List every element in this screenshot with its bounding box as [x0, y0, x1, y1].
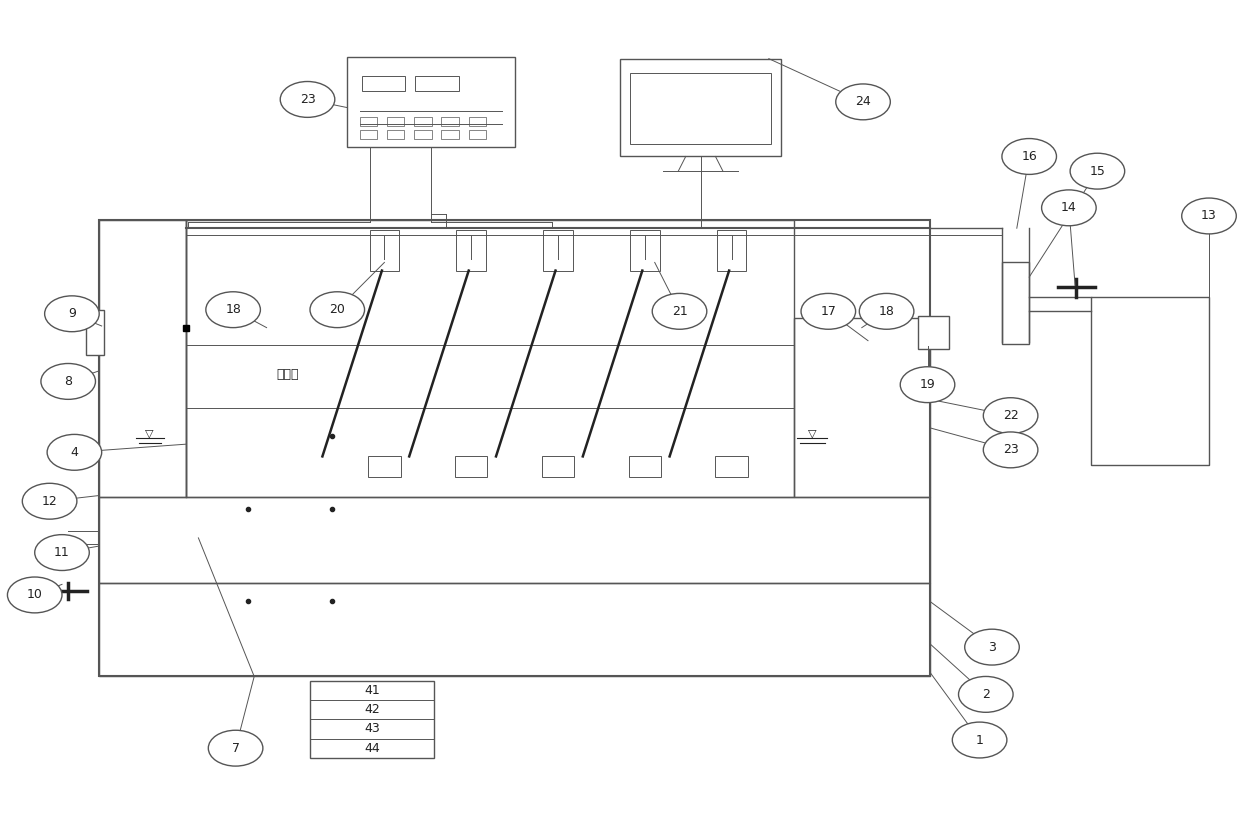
Circle shape: [836, 84, 890, 120]
Bar: [99, 220, 186, 497]
Text: 围护桩: 围护桩: [277, 368, 299, 381]
Circle shape: [47, 434, 102, 470]
Bar: [99, 497, 930, 583]
Text: 15: 15: [1090, 165, 1105, 178]
Circle shape: [1042, 190, 1096, 226]
Bar: [469, 117, 486, 126]
Circle shape: [900, 367, 955, 403]
Text: 14: 14: [1061, 201, 1076, 214]
Text: ▽: ▽: [145, 429, 153, 438]
Bar: [918, 316, 949, 349]
Bar: [414, 117, 432, 126]
Bar: [310, 681, 434, 758]
Bar: [543, 230, 573, 271]
Text: 8: 8: [64, 375, 72, 388]
Circle shape: [1182, 198, 1236, 234]
Bar: [542, 456, 574, 477]
Text: 23: 23: [1003, 443, 1018, 456]
Text: 1: 1: [976, 734, 983, 747]
Bar: [1002, 262, 1029, 344]
Text: ▽: ▽: [808, 429, 816, 438]
Bar: [456, 230, 486, 271]
Circle shape: [35, 535, 89, 570]
Circle shape: [983, 432, 1038, 468]
Bar: [717, 230, 746, 271]
Circle shape: [1002, 139, 1056, 174]
Circle shape: [7, 577, 62, 613]
Circle shape: [280, 82, 335, 117]
Text: 24: 24: [856, 95, 870, 108]
Circle shape: [952, 722, 1007, 758]
Text: 17: 17: [821, 305, 836, 318]
Text: 10: 10: [27, 588, 42, 601]
Bar: [360, 117, 377, 126]
Bar: [415, 77, 459, 91]
Circle shape: [41, 363, 95, 399]
Text: 18: 18: [879, 305, 894, 318]
Text: 41: 41: [365, 684, 379, 697]
Bar: [1091, 297, 1209, 465]
Text: 20: 20: [330, 303, 345, 316]
Text: 4: 4: [71, 446, 78, 459]
Circle shape: [859, 293, 914, 329]
Circle shape: [310, 292, 365, 328]
Bar: [630, 230, 660, 271]
Circle shape: [983, 398, 1038, 434]
Bar: [620, 59, 781, 156]
Bar: [86, 310, 104, 355]
Circle shape: [208, 730, 263, 766]
Bar: [370, 230, 399, 271]
Bar: [630, 73, 771, 144]
Bar: [186, 220, 794, 497]
Bar: [441, 117, 459, 126]
Bar: [414, 130, 432, 139]
Bar: [99, 583, 930, 676]
Text: 3: 3: [988, 641, 996, 654]
Bar: [455, 456, 487, 477]
Bar: [387, 117, 404, 126]
Bar: [794, 318, 930, 497]
Circle shape: [1070, 153, 1125, 189]
Bar: [360, 130, 377, 139]
Text: 44: 44: [365, 742, 379, 755]
Text: 21: 21: [672, 305, 687, 318]
Text: 11: 11: [55, 546, 69, 559]
Circle shape: [801, 293, 856, 329]
Bar: [368, 456, 401, 477]
Circle shape: [22, 483, 77, 519]
Text: 43: 43: [365, 722, 379, 735]
Circle shape: [959, 676, 1013, 712]
Bar: [347, 57, 515, 147]
Bar: [715, 456, 748, 477]
Bar: [629, 456, 661, 477]
Bar: [387, 130, 404, 139]
Text: 23: 23: [300, 93, 315, 106]
Bar: [362, 77, 405, 91]
Circle shape: [965, 629, 1019, 665]
Text: 2: 2: [982, 688, 990, 701]
Text: 13: 13: [1202, 209, 1216, 222]
Text: 18: 18: [226, 303, 241, 316]
Text: 7: 7: [232, 742, 239, 755]
Text: 42: 42: [365, 703, 379, 716]
Text: 9: 9: [68, 307, 76, 320]
Text: 12: 12: [42, 495, 57, 508]
Bar: [469, 130, 486, 139]
Text: 16: 16: [1022, 150, 1037, 163]
Circle shape: [206, 292, 260, 328]
Text: 22: 22: [1003, 409, 1018, 422]
Circle shape: [652, 293, 707, 329]
Circle shape: [45, 296, 99, 332]
Bar: [99, 220, 930, 676]
Text: 19: 19: [920, 378, 935, 391]
Bar: [441, 130, 459, 139]
